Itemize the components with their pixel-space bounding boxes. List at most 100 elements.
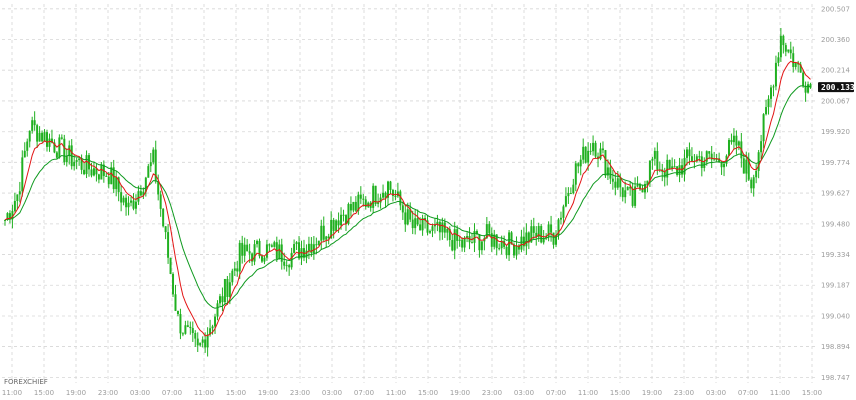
y-tick-label: 199.187 bbox=[821, 282, 850, 290]
candle-body bbox=[243, 244, 246, 256]
x-tick-label: 23:00 bbox=[674, 389, 694, 397]
candle-body bbox=[537, 226, 540, 237]
candle-body bbox=[159, 194, 162, 209]
candle-body bbox=[500, 240, 503, 249]
candle-body bbox=[204, 339, 207, 348]
candle-body bbox=[569, 193, 572, 195]
candle-body bbox=[695, 156, 698, 162]
candle-body bbox=[379, 197, 382, 203]
x-tick-label: 15:00 bbox=[226, 389, 246, 397]
candle-body bbox=[374, 185, 377, 204]
candle-body bbox=[429, 231, 432, 233]
candle-body bbox=[673, 166, 676, 168]
candle-body bbox=[547, 224, 550, 237]
candle-body bbox=[401, 205, 404, 213]
candle-body bbox=[33, 120, 36, 126]
candle-body bbox=[616, 178, 619, 188]
candle-body bbox=[611, 178, 614, 182]
candle-body bbox=[186, 325, 189, 327]
candle-body bbox=[317, 240, 320, 245]
candle-body bbox=[532, 226, 535, 233]
candle-body bbox=[295, 242, 298, 245]
candle-body bbox=[525, 232, 528, 247]
candle-body bbox=[718, 158, 721, 162]
y-tick-label: 200.360 bbox=[821, 36, 850, 44]
candle-body bbox=[690, 156, 693, 162]
x-tick-label: 07:00 bbox=[354, 389, 374, 397]
candle-body bbox=[399, 191, 402, 206]
candle-body bbox=[441, 222, 444, 233]
candle-body bbox=[130, 200, 133, 203]
candle-body bbox=[671, 166, 674, 170]
candle-body bbox=[787, 49, 790, 52]
candle-body bbox=[31, 120, 34, 131]
candle-body bbox=[678, 165, 681, 176]
candle-body bbox=[767, 98, 770, 108]
candle-body bbox=[189, 326, 192, 329]
x-tick-label: 23:00 bbox=[482, 389, 502, 397]
candle-body bbox=[8, 213, 11, 220]
y-tick-label: 198.894 bbox=[821, 343, 850, 351]
candle-body bbox=[221, 296, 224, 303]
candle-body bbox=[676, 166, 679, 176]
candle-body bbox=[431, 226, 434, 232]
candle-body bbox=[540, 226, 543, 243]
candle-body bbox=[648, 160, 651, 181]
candle-body bbox=[621, 187, 624, 198]
candle-body bbox=[100, 164, 103, 180]
candle-body bbox=[498, 248, 501, 250]
x-tick-label: 07:00 bbox=[546, 389, 566, 397]
candle-body bbox=[636, 184, 639, 187]
candle-body bbox=[325, 236, 328, 240]
candle-body bbox=[270, 245, 273, 247]
x-tick-label: 15:00 bbox=[34, 389, 54, 397]
candle-body bbox=[389, 181, 392, 190]
candle-body bbox=[364, 199, 367, 207]
candle-body bbox=[268, 244, 271, 246]
candle-body bbox=[473, 231, 476, 243]
x-tick-label: 19:00 bbox=[258, 389, 278, 397]
candle-body bbox=[762, 114, 765, 142]
candle-body bbox=[579, 159, 582, 167]
x-tick-label: 03:00 bbox=[322, 389, 342, 397]
candle-body bbox=[495, 234, 498, 249]
y-tick-label: 199.774 bbox=[821, 159, 850, 167]
candle-body bbox=[809, 84, 812, 88]
x-tick-label: 03:00 bbox=[514, 389, 534, 397]
candle-body bbox=[708, 151, 711, 154]
candle-body bbox=[624, 190, 627, 198]
candle-body bbox=[335, 220, 338, 231]
candle-body bbox=[779, 35, 782, 58]
candle-body bbox=[557, 219, 560, 236]
candle-body bbox=[641, 189, 644, 193]
candle-body bbox=[564, 196, 567, 207]
candle-body bbox=[55, 152, 58, 158]
candle-body bbox=[147, 166, 150, 178]
x-tick-label: 03:00 bbox=[130, 389, 150, 397]
candle-body bbox=[50, 138, 53, 143]
candle-body bbox=[552, 232, 555, 245]
candle-body bbox=[646, 180, 649, 185]
candle-body bbox=[760, 141, 763, 153]
candle-body bbox=[280, 244, 283, 262]
candle-body bbox=[125, 197, 128, 208]
candle-body bbox=[639, 184, 642, 190]
candle-body bbox=[755, 170, 758, 178]
candle-body bbox=[184, 325, 187, 334]
candle-body bbox=[589, 150, 592, 152]
candle-body bbox=[26, 141, 29, 151]
candle-body bbox=[490, 233, 493, 247]
candle-body bbox=[466, 236, 469, 238]
candle-body bbox=[727, 139, 730, 156]
candle-body bbox=[802, 72, 805, 87]
candle-body bbox=[426, 220, 429, 233]
candle-body bbox=[223, 278, 226, 303]
candle-body bbox=[154, 149, 157, 182]
x-tick-label: 19:00 bbox=[642, 389, 662, 397]
candle-body bbox=[312, 244, 315, 254]
candle-body bbox=[572, 184, 575, 194]
candle-body bbox=[218, 296, 221, 304]
candle-body bbox=[191, 328, 194, 334]
